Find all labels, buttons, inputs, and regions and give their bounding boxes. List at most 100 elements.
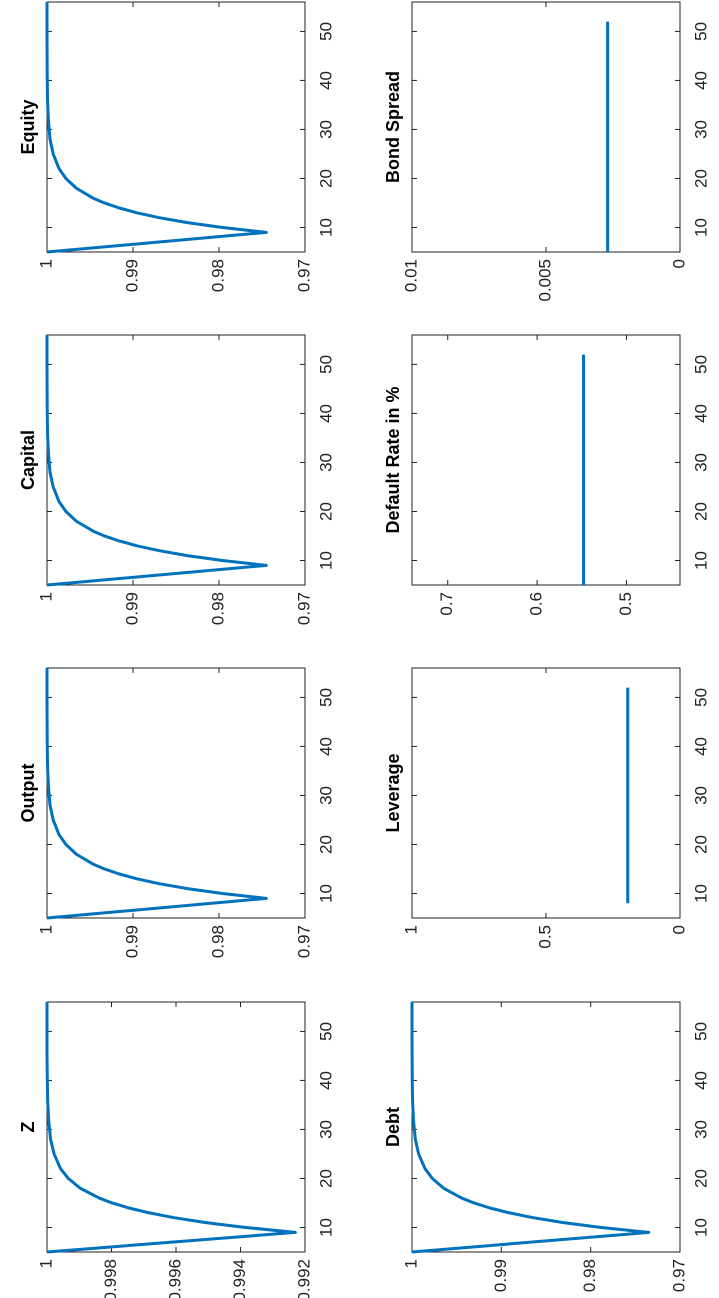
x-tick-label: 10 (691, 218, 710, 237)
y-tick-label: 0.97 (669, 1259, 688, 1292)
x-tick-label: 20 (691, 502, 710, 521)
panel-title: Default Rate in % (383, 386, 403, 533)
plot-frame (46, 1001, 306, 1253)
y-tick-label: 0.98 (208, 259, 227, 292)
x-tick-label: 20 (691, 169, 710, 188)
y-tick-label: 0.5 (535, 925, 554, 949)
plot-frame (46, 334, 306, 586)
x-tick-label: 10 (691, 551, 710, 570)
y-tick-label: 0.998 (101, 1259, 120, 1298)
panel: Leverage 0 0.5 1 10 20 30 40 50 (383, 667, 710, 949)
y-tick-label: 0 (669, 925, 688, 934)
x-tick-label: 50 (691, 355, 710, 374)
plot-frame (411, 1, 681, 253)
x-tick-label: 20 (316, 169, 335, 188)
x-tick-label: 40 (691, 71, 710, 90)
x-tick-label: 30 (691, 453, 710, 472)
x-tick-label: 40 (691, 737, 710, 756)
y-tick-label: 0.98 (208, 925, 227, 958)
panel-title: Capital (18, 430, 38, 490)
x-tick-label: 10 (316, 884, 335, 903)
x-tick-label: 50 (691, 22, 710, 41)
y-tick-label: 0.7 (437, 592, 456, 616)
y-tick-label: 0.005 (535, 259, 554, 302)
y-tick-label: 0.992 (294, 1259, 313, 1298)
y-tick-label: 0.98 (580, 1259, 599, 1292)
y-tick-label: 1 (401, 1259, 420, 1268)
x-tick-label: 20 (316, 835, 335, 854)
x-tick-label: 10 (691, 1218, 710, 1237)
y-tick-label: 1 (36, 1259, 55, 1268)
x-tick-label: 20 (691, 1169, 710, 1188)
y-tick-label: 0.99 (122, 259, 141, 292)
x-tick-label: 10 (316, 1218, 335, 1237)
panel-title: Bond Spread (383, 71, 403, 183)
panel: Output 0.97 0.98 0.99 1 10 20 30 40 50 (18, 667, 335, 958)
plot-frame (411, 334, 681, 586)
x-tick-label: 50 (316, 688, 335, 707)
y-tick-label: 1 (401, 925, 420, 934)
panel: Equity 0.97 0.98 0.99 1 10 20 30 40 50 (18, 1, 335, 292)
x-tick-label: 30 (691, 1120, 710, 1139)
y-tick-label: 0.97 (294, 592, 313, 625)
rotated-panels: Z0.9920.9940.9960.99811020304050Output0.… (18, 1, 710, 1298)
panel-title: Output (18, 764, 38, 823)
x-tick-label: 30 (316, 453, 335, 472)
panel: Bond Spread 0 0.005 0.01 10 20 30 40 50 (383, 1, 710, 302)
data-line (45, 668, 268, 920)
x-tick-label: 10 (691, 884, 710, 903)
x-tick-label: 40 (316, 404, 335, 423)
x-tick-label: 30 (691, 786, 710, 805)
plot-frame (46, 1, 306, 253)
x-tick-label: 40 (691, 404, 710, 423)
x-tick-label: 10 (316, 551, 335, 570)
y-tick-label: 1 (36, 592, 55, 601)
x-tick-label: 30 (316, 120, 335, 139)
x-tick-label: 50 (316, 1022, 335, 1041)
y-tick-label: 0 (669, 259, 688, 268)
y-tick-label: 1 (36, 259, 55, 268)
plot-frame (46, 667, 306, 919)
x-tick-label: 30 (316, 1120, 335, 1139)
panel-title: Equity (18, 99, 38, 154)
x-tick-label: 40 (691, 1071, 710, 1090)
y-tick-label: 0.5 (616, 592, 635, 616)
y-tick-label: 0.99 (122, 592, 141, 625)
x-tick-label: 40 (316, 71, 335, 90)
x-tick-label: 40 (316, 737, 335, 756)
data-line (45, 1002, 297, 1254)
panel: Z 0.992 0.994 0.996 0.998 1 10 20 30 40 50 (18, 1001, 335, 1298)
data-line (45, 335, 268, 587)
x-tick-label: 50 (691, 688, 710, 707)
panel: Default Rate in % 0.5 0.6 0.7 10 20 30 40 50 (383, 334, 710, 616)
plot-frame (411, 667, 681, 919)
x-tick-label: 10 (316, 218, 335, 237)
y-tick-label: 0.99 (491, 1259, 510, 1292)
y-tick-label: 0.994 (230, 1259, 249, 1298)
y-tick-label: 0.97 (294, 925, 313, 958)
data-line (45, 2, 268, 254)
x-tick-label: 30 (691, 120, 710, 139)
panel-title: Debt (383, 1107, 403, 1147)
plot-frame (411, 1001, 681, 1253)
data-line (410, 1002, 651, 1254)
x-tick-label: 20 (316, 502, 335, 521)
x-tick-label: 50 (316, 355, 335, 374)
panel: Capital 0.97 0.98 0.99 1 10 20 30 40 50 (18, 334, 335, 625)
x-tick-label: 20 (316, 1169, 335, 1188)
y-tick-label: 0.01 (401, 259, 420, 292)
y-tick-label: 1 (36, 925, 55, 934)
panel: Debt 0.97 0.98 0.99 1 10 20 30 40 50 (383, 1001, 710, 1292)
x-tick-label: 50 (691, 1022, 710, 1041)
panel-title: Leverage (383, 753, 403, 832)
y-tick-label: 0.996 (165, 1259, 184, 1298)
y-tick-label: 0.97 (294, 259, 313, 292)
y-tick-label: 0.99 (122, 925, 141, 958)
x-tick-label: 20 (691, 835, 710, 854)
x-tick-label: 40 (316, 1071, 335, 1090)
x-tick-label: 50 (316, 22, 335, 41)
x-tick-label: 30 (316, 786, 335, 805)
y-tick-label: 0.6 (527, 592, 546, 616)
